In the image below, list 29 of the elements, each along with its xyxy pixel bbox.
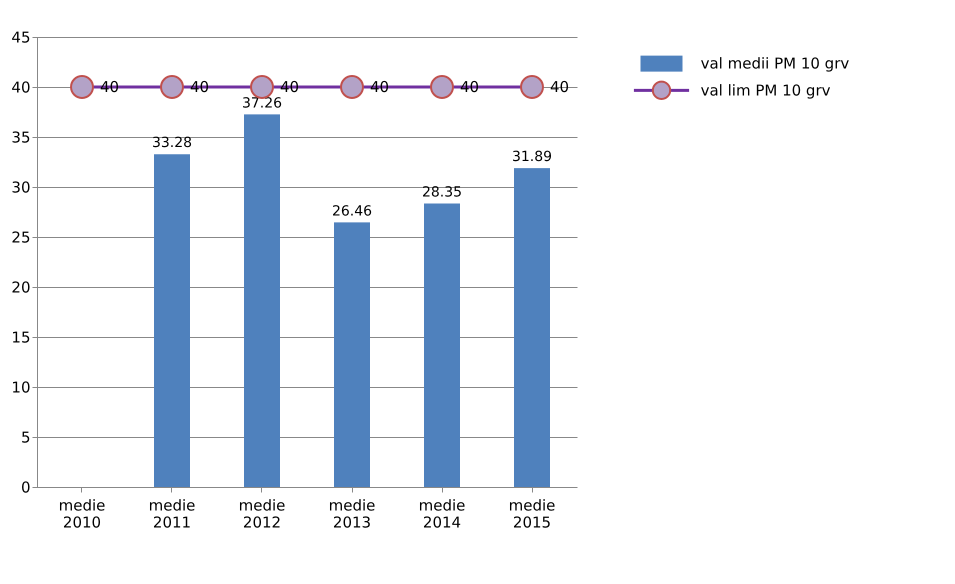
- x-tick-label: medie 2013: [328, 496, 376, 532]
- y-tick-label: 35: [11, 128, 30, 146]
- data-label: 26.46: [332, 203, 372, 220]
- legend-label: val medii PM 10 grv: [700, 54, 850, 73]
- x-tick-label: medie 2010: [58, 496, 106, 532]
- bar: [334, 222, 370, 487]
- x-tick-label: medie 2015: [508, 496, 556, 532]
- y-tick-label: 10: [11, 378, 30, 396]
- data-label: 28.35: [422, 184, 462, 200]
- y-tick-label: 0: [20, 478, 30, 496]
- data-label: 37.26: [242, 95, 282, 112]
- bar: [154, 154, 190, 487]
- y-tick-label: 45: [11, 28, 30, 46]
- y-tick-label: 5: [20, 428, 30, 446]
- data-label: 40: [550, 78, 570, 96]
- y-tick-label: 30: [11, 178, 30, 196]
- data-label: 33.28: [152, 135, 192, 152]
- bar: [424, 204, 460, 487]
- x-tick-label: medie 2014: [418, 496, 466, 532]
- x-tick-label: medie 2012: [238, 496, 286, 532]
- y-tick-label: 25: [11, 228, 30, 246]
- y-tick-label: 20: [11, 278, 30, 296]
- y-tick-label: 15: [11, 328, 30, 346]
- y-tick-label: 40: [11, 78, 30, 96]
- bar: [244, 114, 280, 487]
- legend-label: val lim PM 10 grv: [700, 81, 831, 100]
- data-label: 31.89: [512, 149, 552, 166]
- x-tick-label: medie 2011: [148, 496, 196, 532]
- bar: [514, 168, 550, 487]
